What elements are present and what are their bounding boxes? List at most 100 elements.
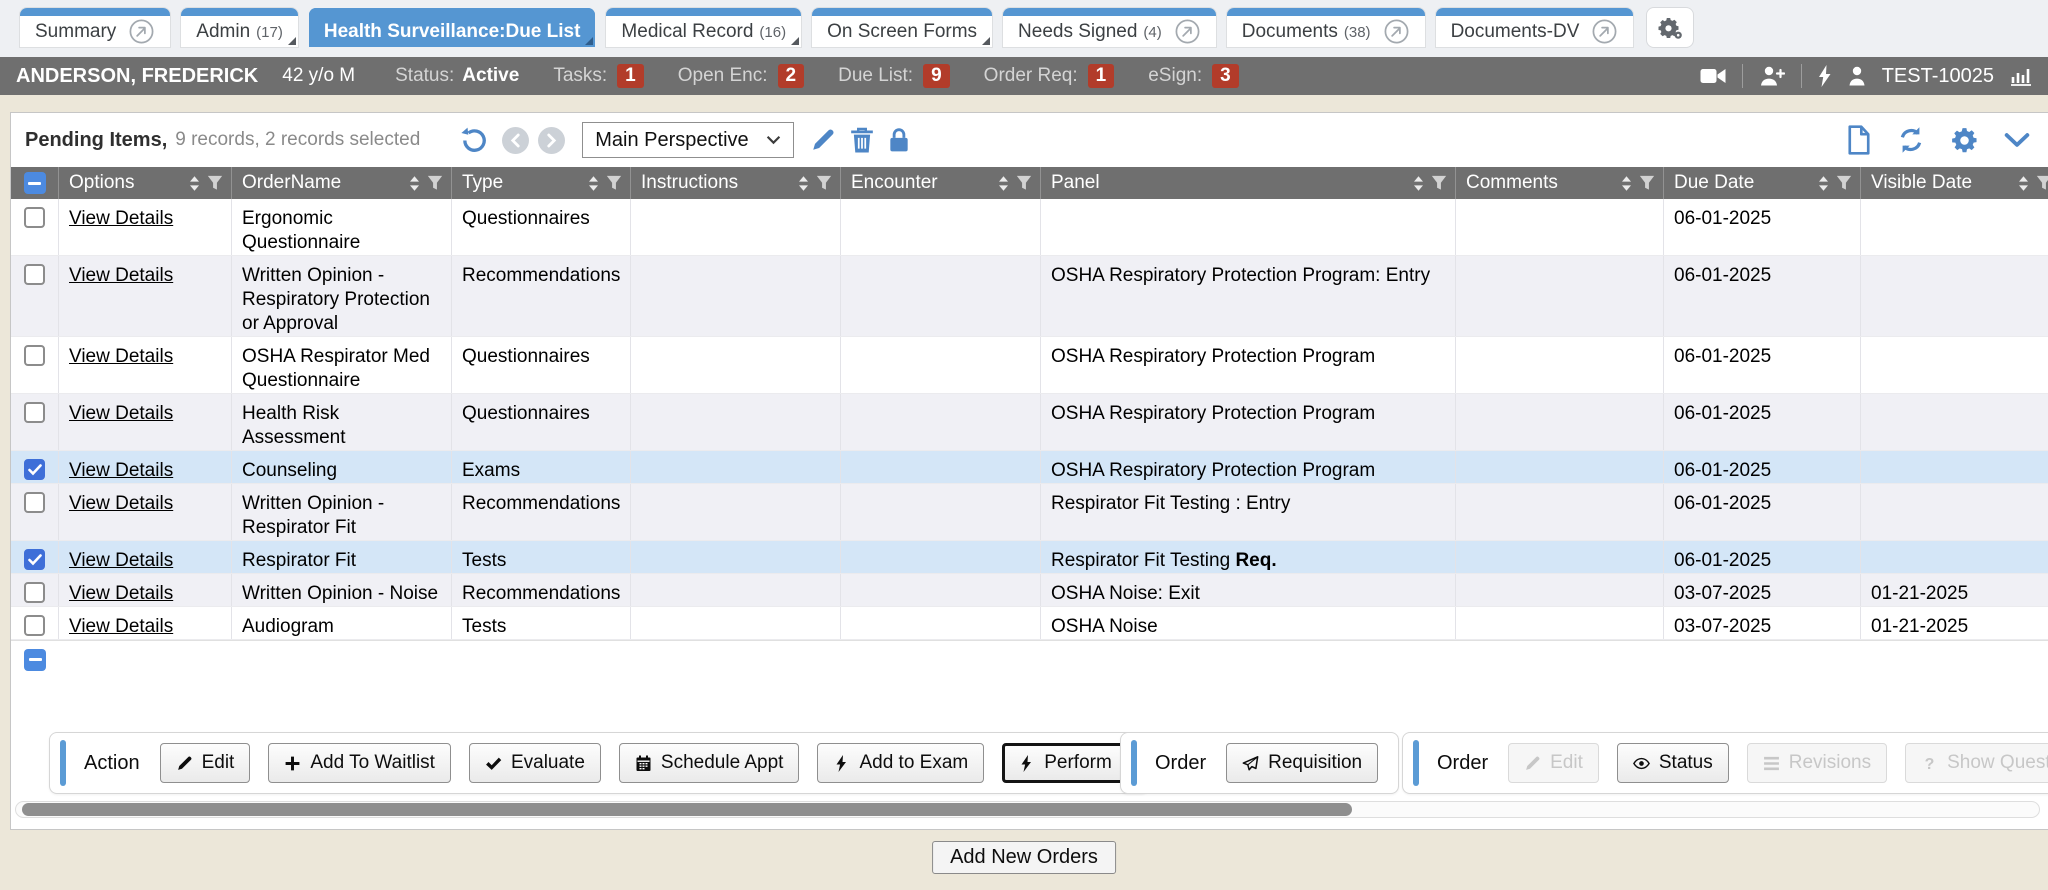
- tab-health-surveillance-due-list[interactable]: Health Surveillance:Due List: [308, 8, 596, 47]
- open-in-new-icon[interactable]: [1591, 18, 1618, 45]
- chevron-down-icon[interactable]: [2004, 132, 2030, 148]
- filter-icon[interactable]: [1431, 175, 1447, 191]
- perspective-select[interactable]: Main Perspective: [582, 122, 795, 158]
- filter-icon[interactable]: [606, 175, 622, 191]
- filter-icon[interactable]: [2036, 175, 2048, 191]
- sort-icon[interactable]: [189, 175, 200, 192]
- view-details-link[interactable]: View Details: [69, 616, 174, 637]
- schedule-appt-button[interactable]: Schedule Appt: [618, 743, 800, 783]
- row-checkbox[interactable]: [24, 492, 45, 513]
- chevron-right-button[interactable]: [538, 126, 566, 154]
- new-document-icon[interactable]: [1847, 125, 1871, 155]
- divider: [1800, 64, 1802, 88]
- undo-icon[interactable]: [460, 126, 488, 154]
- view-details-link[interactable]: View Details: [69, 493, 174, 514]
- row-checkbox[interactable]: [24, 549, 45, 570]
- add-to-exam-button[interactable]: Add to Exam: [817, 743, 985, 783]
- sort-icon[interactable]: [588, 175, 599, 192]
- tab-medical-record[interactable]: Medical Record (16): [606, 8, 802, 47]
- tab-settings-button[interactable]: [1647, 8, 1694, 47]
- scrollbar-thumb[interactable]: [22, 803, 1352, 816]
- sort-icon[interactable]: [998, 175, 1009, 192]
- requisition-button[interactable]: Requisition: [1226, 743, 1379, 783]
- tab-documents-dv[interactable]: Documents-DV: [1435, 8, 1634, 47]
- gear-icon[interactable]: [1951, 127, 1978, 154]
- sort-icon[interactable]: [1818, 175, 1829, 192]
- filter-icon[interactable]: [816, 175, 832, 191]
- column-header-encounter[interactable]: Encounter: [841, 167, 1041, 199]
- chevron-left-button[interactable]: [502, 126, 530, 154]
- tab-documents[interactable]: Documents (38): [1226, 8, 1425, 47]
- perform-button[interactable]: Perform: [1002, 743, 1128, 783]
- filter-icon[interactable]: [1016, 175, 1032, 191]
- filter-icon[interactable]: [207, 175, 223, 191]
- edit-button[interactable]: Edit: [159, 743, 251, 783]
- view-details-link[interactable]: View Details: [69, 208, 174, 229]
- column-header-panel[interactable]: Panel: [1041, 167, 1456, 199]
- patient-status: Status: Active: [395, 65, 519, 87]
- open-in-new-icon[interactable]: [1174, 18, 1201, 45]
- column-header-instructions[interactable]: Instructions: [631, 167, 841, 199]
- cell-encounter: [841, 574, 1041, 606]
- evaluate-button[interactable]: Evaluate: [468, 743, 601, 783]
- view-details-link[interactable]: View Details: [69, 265, 174, 286]
- column-header-ordername[interactable]: OrderName: [232, 167, 452, 199]
- pencil-icon[interactable]: [810, 127, 836, 153]
- column-header-icons: [1615, 175, 1655, 192]
- filter-icon[interactable]: [427, 175, 443, 191]
- view-details-link[interactable]: View Details: [69, 346, 174, 367]
- row-checkbox[interactable]: [24, 207, 45, 228]
- sort-icon[interactable]: [2018, 175, 2029, 192]
- panel-text: Respirator Fit Testing: [1051, 550, 1236, 571]
- chart-icon[interactable]: [2010, 66, 2032, 86]
- column-header-options[interactable]: Options: [59, 167, 232, 199]
- column-header-due-date[interactable]: Due Date: [1664, 167, 1861, 199]
- counter-badge[interactable]: 3: [1212, 64, 1239, 88]
- add-new-orders-button[interactable]: Add New Orders: [932, 841, 1116, 874]
- lock-icon[interactable]: [888, 127, 910, 153]
- sort-icon[interactable]: [409, 175, 420, 192]
- view-details-link[interactable]: View Details: [69, 403, 174, 424]
- video-camera-icon[interactable]: [1700, 67, 1726, 85]
- tab-label: Admin: [196, 20, 251, 42]
- select-all-checkbox[interactable]: [11, 167, 59, 199]
- view-details-link[interactable]: View Details: [69, 550, 174, 571]
- column-header-comments[interactable]: Comments: [1456, 167, 1664, 199]
- panel-text: OSHA Respiratory Protection Program: Ent…: [1051, 265, 1431, 286]
- column-header-type[interactable]: Type: [452, 167, 631, 199]
- open-in-new-icon[interactable]: [1383, 18, 1410, 45]
- refresh-icon[interactable]: [1897, 126, 1925, 154]
- person-add-icon[interactable]: [1759, 66, 1785, 86]
- filter-icon[interactable]: [1836, 175, 1852, 191]
- row-checkbox[interactable]: [24, 345, 45, 366]
- status-button[interactable]: Status: [1616, 743, 1729, 783]
- filter-icon[interactable]: [1639, 175, 1655, 191]
- row-checkbox[interactable]: [24, 582, 45, 603]
- sort-icon[interactable]: [1413, 175, 1424, 192]
- open-in-new-icon[interactable]: [128, 18, 155, 45]
- counter-badge[interactable]: 9: [923, 64, 950, 88]
- counter-badge[interactable]: 1: [1087, 64, 1115, 88]
- view-details-link[interactable]: View Details: [69, 460, 174, 481]
- add-to-waitlist-button[interactable]: Add To Waitlist: [268, 743, 451, 783]
- counter-badge[interactable]: 2: [777, 64, 805, 88]
- tab-on-screen-forms[interactable]: On Screen Forms: [812, 8, 993, 47]
- sort-icon[interactable]: [1621, 175, 1632, 192]
- counter-badge[interactable]: 1: [617, 64, 644, 88]
- person-icon[interactable]: [1848, 66, 1866, 86]
- collapse-selection-button[interactable]: [24, 648, 46, 671]
- lightning-icon[interactable]: [1818, 65, 1832, 87]
- horizontal-scrollbar[interactable]: [15, 801, 2040, 818]
- row-checkbox[interactable]: [24, 402, 45, 423]
- row-checkbox[interactable]: [24, 459, 45, 480]
- cell-panel: OSHA Noise: [1041, 607, 1456, 639]
- tab-admin[interactable]: Admin (17): [181, 8, 298, 47]
- view-details-link[interactable]: View Details: [69, 583, 174, 604]
- row-checkbox[interactable]: [24, 264, 45, 285]
- row-checkbox[interactable]: [24, 615, 45, 636]
- tab-needs-signed[interactable]: Needs Signed (4): [1003, 8, 1216, 47]
- trash-icon[interactable]: [850, 127, 874, 153]
- column-header-visible-date[interactable]: Visible Date: [1861, 167, 2048, 199]
- sort-icon[interactable]: [798, 175, 809, 192]
- tab-summary[interactable]: Summary: [20, 8, 171, 47]
